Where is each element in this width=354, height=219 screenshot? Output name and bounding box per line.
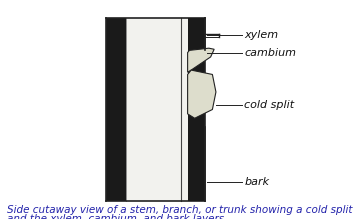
Text: xylem: xylem (244, 30, 278, 40)
Bar (188, 18, 205, 201)
Bar (188, 127, 205, 201)
Bar (126, 18, 188, 201)
Polygon shape (188, 70, 216, 118)
Text: bark: bark (244, 177, 269, 187)
Bar (188, 18, 205, 50)
Text: cold split: cold split (244, 100, 295, 110)
Polygon shape (188, 48, 214, 72)
Text: Side cutaway view of a stem, branch, or trunk showing a cold split: Side cutaway view of a stem, branch, or … (7, 205, 353, 215)
Text: cambium: cambium (244, 48, 296, 58)
Bar (106, 18, 126, 201)
Text: and the xylem, cambium, and bark layers.: and the xylem, cambium, and bark layers. (7, 214, 228, 219)
